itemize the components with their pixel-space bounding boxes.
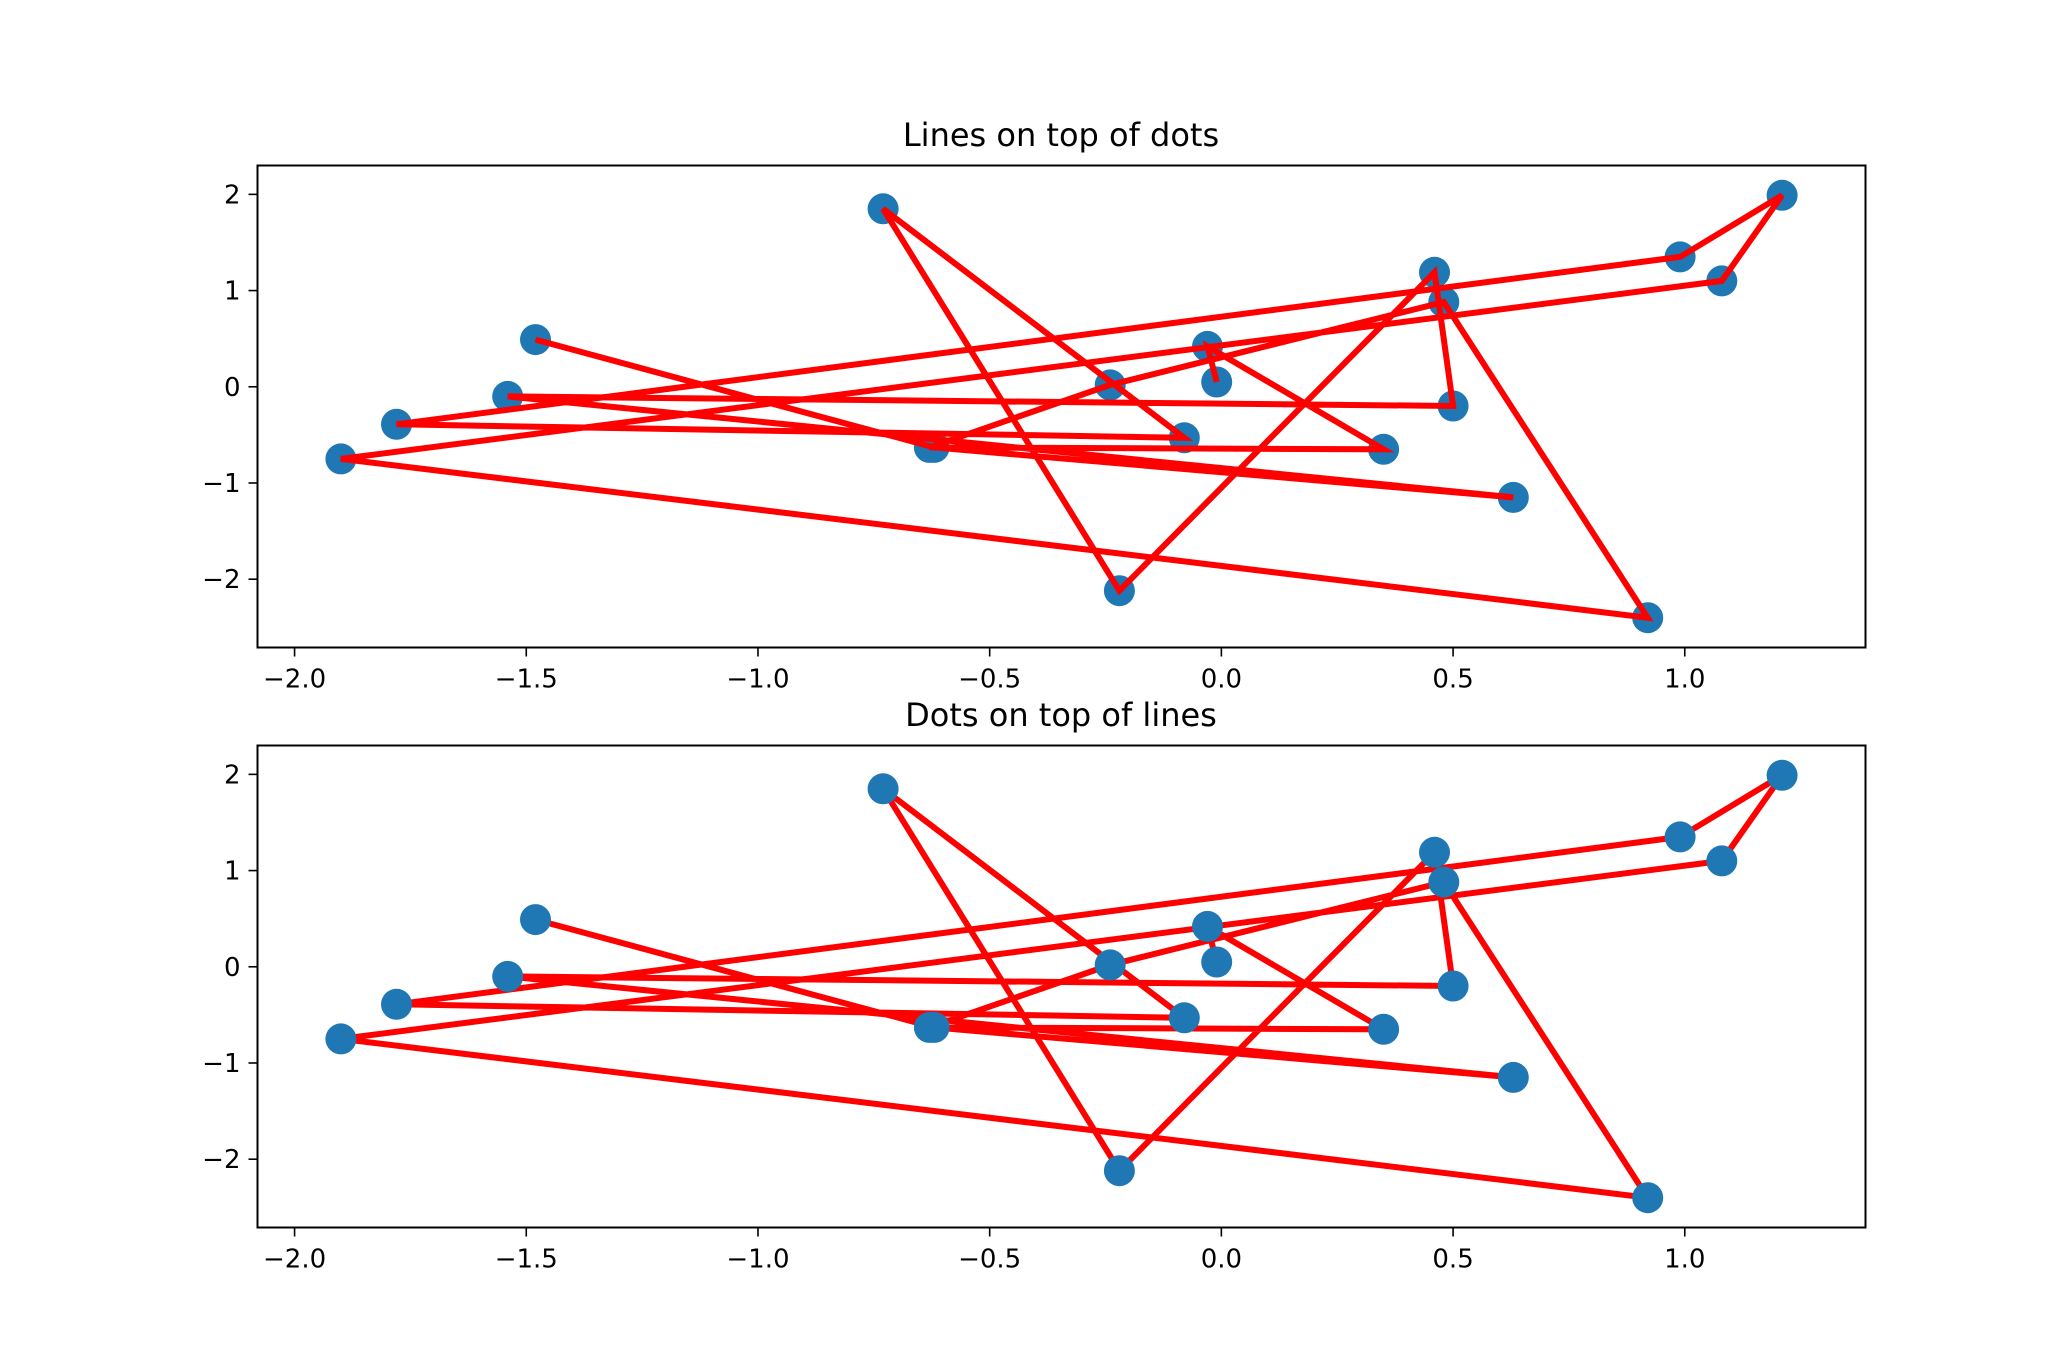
plot-area [325,759,1798,1214]
x-tick-label: −1.0 [726,1245,789,1275]
x-tick-label: 1.0 [1664,665,1705,695]
y-tick-label: 2 [224,760,241,790]
y-tick-label: 0 [224,953,241,983]
y-tick-label: −1 [202,469,240,499]
subplot-dots-on-top-of-lines: Dots on top of lines −2.0 −1.5 −1.0 −0.5 0.0… [202,696,1867,1275]
data-point [1201,946,1233,978]
y-tick-label: −2 [202,1145,240,1175]
data-point [1706,845,1738,877]
y-axis: −2 −1 0 1 2 [202,180,258,595]
axes-frame [256,164,1867,649]
y-tick-label: 0 [224,373,241,403]
data-point [1168,1002,1200,1034]
subplot-lines-on-top-of-dots: Lines on top of dots −2.0 −1.5 −1.0 −0.5 0.0… [202,116,1867,695]
x-tick-label: −1.5 [495,665,558,695]
y-tick-label: −1 [202,1049,240,1079]
subplot-title: Dots on top of lines [905,696,1217,734]
data-point [1766,759,1798,791]
data-point [1632,1182,1664,1214]
series-line [340,192,1785,622]
data-point [492,960,524,992]
data-point [867,773,899,805]
data-point [1368,1013,1400,1045]
x-tick-label: −1.0 [726,665,789,695]
x-tick-label: 0.5 [1432,1245,1473,1275]
x-tick-label: 0.5 [1432,665,1473,695]
data-point [1497,481,1529,513]
x-tick-label: −2.0 [263,665,326,695]
data-point [1419,836,1450,868]
y-axis: −2 −1 0 1 2 [202,760,258,1175]
axes-frame [256,744,1867,1229]
data-point [325,1023,357,1055]
data-point [1103,1155,1135,1187]
x-tick-label: −0.5 [958,665,1021,695]
data-point [381,988,412,1020]
data-point [1497,1061,1529,1093]
x-tick-label: −0.5 [958,1245,1021,1275]
data-point [1094,949,1126,981]
y-tick-label: 1 [224,857,241,887]
plot-area [325,179,1798,634]
x-tick-label: −2.0 [263,1245,326,1275]
subplot-title: Lines on top of dots [903,116,1219,154]
y-tick-label: 1 [224,277,241,307]
x-tick-label: 0.0 [1201,665,1242,695]
y-tick-label: −2 [202,565,240,595]
x-tick-label: −1.5 [495,1245,558,1275]
x-axis: −2.0 −1.5 −1.0 −0.5 0.0 0.5 1.0 [263,647,1705,695]
data-point [1437,970,1469,1002]
data-point [1664,821,1696,853]
data-point [1428,866,1460,898]
data-point [913,1011,945,1043]
x-axis: −2.0 −1.5 −1.0 −0.5 0.0 0.5 1.0 [263,1227,1705,1275]
x-tick-label: 0.0 [1201,1245,1242,1275]
scatter-markers [325,759,1798,1214]
data-point [520,904,551,936]
x-tick-label: 1.0 [1664,1245,1705,1275]
y-tick-label: 2 [224,180,241,210]
data-point [1192,910,1223,942]
